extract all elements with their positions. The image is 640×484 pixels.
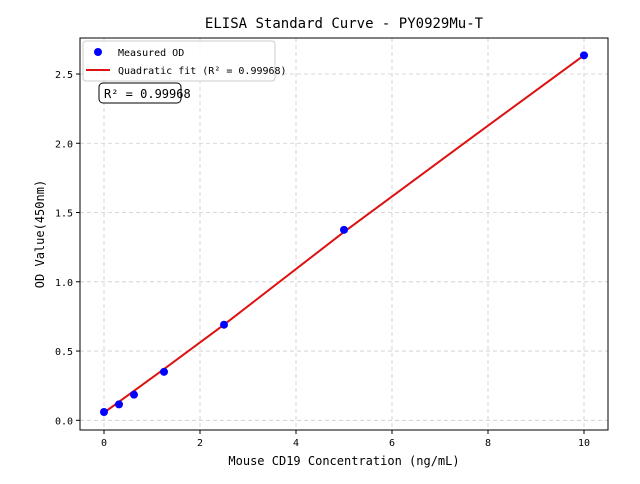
y-axis: 0.0 0.5 1.0 1.5 2.0 2.5	[55, 70, 80, 427]
plot-frame	[79, 37, 609, 431]
legend: Measured OD Quadratic fit (R² = 0.99968)	[82, 40, 287, 82]
fit-line-layer	[103, 54, 585, 414]
x-tick-label: 6	[389, 438, 395, 449]
x-axis-label: Mouse CD19 Concentration (ng/mL)	[228, 454, 459, 468]
annotation-box	[98, 82, 182, 104]
legend-label-fit: Quadratic fit (R² = 0.99968)	[118, 66, 287, 77]
data-point	[220, 320, 228, 329]
data-point	[160, 367, 168, 376]
y-tick-label: 0.5	[55, 347, 73, 358]
annotation-text: R² = 0.99968	[104, 87, 191, 101]
y-tick-label: 2.5	[55, 70, 73, 81]
chart-title: ELISA Standard Curve - PY0929Mu-T	[205, 16, 484, 32]
y-tick-label: 1.5	[55, 209, 73, 220]
x-tick-label: 8	[485, 438, 491, 449]
x-tick-label: 4	[293, 438, 299, 449]
y-tick-label: 1.0	[55, 278, 73, 289]
data-point	[580, 51, 588, 60]
data-point	[115, 400, 123, 409]
x-tick-label: 0	[101, 438, 107, 449]
x-axis: 0 2 4 6 8 10	[101, 430, 590, 449]
fit-line	[103, 54, 585, 414]
data-point	[130, 390, 138, 399]
x-tick-label: 2	[197, 438, 203, 449]
legend-marker-measured	[94, 48, 102, 56]
y-tick-label: 0.0	[55, 416, 73, 427]
x-tick-label: 10	[578, 438, 590, 449]
legend-box	[82, 40, 276, 82]
data-point	[340, 225, 348, 234]
legend-label-measured: Measured OD	[118, 48, 184, 59]
points-layer	[100, 51, 588, 416]
y-axis-label: OD Value(450nm)	[33, 180, 47, 288]
y-tick-label: 2.0	[55, 139, 73, 150]
r-squared-annotation: R² = 0.99968	[98, 82, 191, 104]
data-point	[100, 407, 108, 416]
